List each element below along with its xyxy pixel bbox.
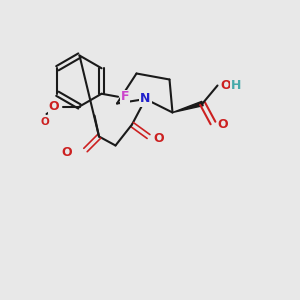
Polygon shape: [172, 101, 203, 112]
Text: O: O: [49, 100, 59, 113]
Text: O: O: [153, 131, 164, 145]
Text: O: O: [220, 79, 231, 92]
Text: F: F: [121, 90, 129, 103]
Text: O: O: [40, 117, 50, 127]
Text: H: H: [231, 79, 242, 92]
Text: O: O: [218, 118, 228, 131]
Text: O: O: [61, 146, 72, 159]
Text: N: N: [140, 92, 151, 106]
